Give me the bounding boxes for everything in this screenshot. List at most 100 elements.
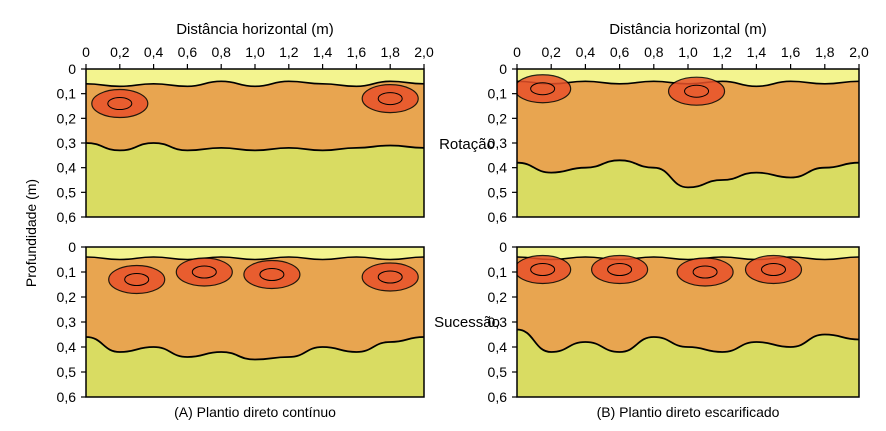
- hot-spot-1: [667, 76, 726, 106]
- y-tick-label: 0,2: [57, 110, 77, 126]
- y-tick-label: 0,5: [57, 364, 77, 380]
- x-tick-label: 1,6: [781, 44, 801, 60]
- band-mid: [86, 257, 424, 360]
- y-tick-label: 0: [68, 239, 76, 255]
- y-tick-label: 0: [499, 61, 507, 77]
- contour-lower: [517, 328, 859, 353]
- x-tick-label: 0,2: [110, 44, 130, 60]
- x-tick-label: 2,0: [849, 44, 869, 60]
- hot-spot-core-2: [692, 265, 718, 279]
- hot-spot-core-3: [377, 270, 403, 284]
- panel-1: 0 0,1 0,2 0,3 0,4 0,5 0,6 0 0,2 0,4 0,6 0,8 1,0 1,2 1,…: [488, 44, 869, 225]
- hot-spot-3: [361, 262, 419, 292]
- hot-spot-1: [590, 254, 649, 285]
- band-mid: [517, 81, 859, 188]
- caption-b: (B) Plantio direto escarificado: [597, 404, 780, 420]
- x-tick-label: 0,6: [610, 44, 630, 60]
- y-tick-label: 0,3: [57, 314, 77, 330]
- hot-spot-0: [91, 88, 149, 119]
- x-tick-label: 0,4: [144, 44, 164, 60]
- x-tick-label: 0,8: [211, 44, 231, 60]
- x-tick-label: 0,6: [178, 44, 198, 60]
- x-tick-label: 0,2: [541, 44, 561, 60]
- x-tick-label: 0: [513, 44, 521, 60]
- contour-lower: [517, 159, 859, 189]
- hot-spot-0: [108, 264, 166, 295]
- y-tick-label: 0,4: [57, 160, 77, 176]
- x-tick-label: 1,6: [347, 44, 367, 60]
- x-tick-label: 1,2: [712, 44, 732, 60]
- y-tick-label: 0,6: [488, 209, 508, 225]
- y-tick-label: 0,6: [57, 389, 77, 405]
- y-tick-label: 0,4: [488, 339, 508, 355]
- band-surface: [86, 69, 424, 87]
- hot-spot-core-0: [530, 263, 556, 276]
- caption-a: (A) Plantio direto contínuo: [174, 404, 336, 420]
- y-tick-label: 0,3: [57, 135, 77, 151]
- contour-upper: [86, 256, 424, 261]
- y-tick-label: 0,6: [57, 209, 77, 225]
- x-tick-label: 1,8: [380, 44, 400, 60]
- hot-spot-core-1: [684, 84, 710, 98]
- hot-spot-core-1: [377, 92, 403, 106]
- y-tick-label: 0,5: [488, 364, 508, 380]
- y-tick-label: 0,1: [488, 86, 508, 102]
- panel-0: 0 0,1 0,2 0,3 0,4 0,5 0,6 0 0,2 0,4 0,6 0,8 1,0 1,2 1,…: [57, 44, 434, 225]
- band-surface: [86, 247, 424, 260]
- y-tick-label: 0,5: [488, 184, 508, 200]
- hot-spot-0: [517, 254, 572, 285]
- panel-2: 0 0,1 0,2 0,3 0,4 0,5 0,6: [57, 239, 425, 405]
- x-tick-label: 1,0: [245, 44, 265, 60]
- x-tick-label: 2,0: [414, 44, 434, 60]
- hot-spot-2: [243, 259, 301, 290]
- y-tick-label: 0,2: [488, 110, 508, 126]
- y-tick-label: 0,3: [488, 135, 508, 151]
- y-tick-label: 0,1: [57, 86, 77, 102]
- hot-spot-2: [676, 257, 734, 287]
- band-mid: [86, 81, 424, 151]
- x-axis-title-a: Distância horizontal (m): [176, 21, 334, 38]
- hot-spot-core-0: [530, 82, 556, 96]
- y-tick-label: 0,6: [488, 389, 508, 405]
- contour-upper: [517, 256, 859, 261]
- hot-spot-3: [744, 254, 803, 285]
- x-tick-label: 1,0: [678, 44, 698, 60]
- x-tick-label: 0,4: [576, 44, 596, 60]
- hot-spot-core-1: [607, 263, 633, 276]
- x-tick-label: 0: [82, 44, 90, 60]
- y-tick-label: 0: [68, 61, 76, 77]
- y-tick-label: 0,5: [57, 184, 77, 200]
- contour-upper: [86, 80, 424, 88]
- hot-spot-core-0: [124, 273, 150, 286]
- y-axis-title: Profundidade (m): [23, 179, 39, 287]
- hot-spot-core-0: [107, 97, 133, 111]
- y-tick-label: 0,2: [488, 289, 508, 305]
- hot-spot-core-2: [259, 268, 285, 281]
- y-tick-label: 0,2: [57, 289, 77, 305]
- panel-0-field: [86, 69, 424, 217]
- y-tick-label: 0,4: [57, 339, 77, 355]
- hot-spot-core-1: [191, 265, 217, 279]
- panel-3-field: [517, 247, 859, 397]
- hot-spot-0: [517, 74, 572, 104]
- x-tick-label: 1,2: [279, 44, 299, 60]
- y-tick-label: 0,3: [488, 314, 508, 330]
- row-label-rotacao: Rotação: [439, 136, 495, 153]
- x-axis-title-b: Distância horizontal (m): [609, 21, 767, 38]
- y-tick-label: 0,4: [488, 160, 508, 176]
- x-tick-label: 1,4: [313, 44, 333, 60]
- contour-lower: [86, 142, 424, 152]
- hot-spot-1: [361, 83, 419, 114]
- y-tick-label: 0: [499, 239, 507, 255]
- panel-1-field: [517, 69, 859, 217]
- x-tick-label: 1,4: [747, 44, 767, 60]
- hot-spot-1: [175, 257, 233, 287]
- y-tick-label: 0,1: [488, 264, 508, 280]
- contour-lower: [86, 336, 424, 361]
- panel-3: 0 0,1 0,2 0,3 0,4 0,5 0,6: [488, 239, 860, 405]
- hot-spot-core-3: [761, 263, 786, 276]
- row-label-sucessao: Sucessão: [434, 314, 500, 331]
- panel-2-field: [86, 247, 424, 397]
- x-tick-label: 0,8: [644, 44, 664, 60]
- x-tick-label: 1,8: [815, 44, 835, 60]
